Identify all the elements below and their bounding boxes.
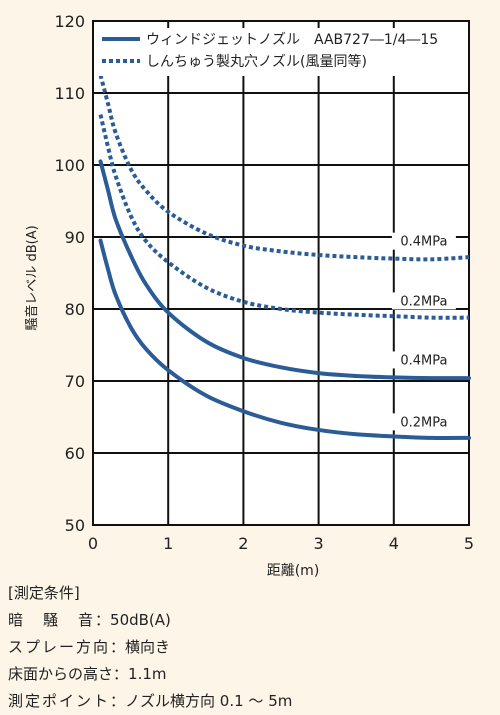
y-tick-label: 60 bbox=[65, 444, 85, 463]
series-line-wind-jet-0.4mpa bbox=[98, 159, 471, 381]
series-line-wind-jet-0.2mpa bbox=[98, 238, 471, 440]
x-tick-label: 4 bbox=[389, 534, 399, 553]
annotation-bg bbox=[391, 351, 456, 369]
y-tick-label: 100 bbox=[54, 156, 85, 175]
condition-row-height: 床面からの高さ：1.1m bbox=[8, 661, 292, 688]
x-tick-label: 2 bbox=[238, 534, 248, 553]
condition-label: 測定ポイント bbox=[8, 692, 111, 710]
annotation-bg bbox=[391, 413, 456, 431]
plot-area bbox=[93, 21, 469, 525]
x-tick-label: 5 bbox=[464, 534, 474, 553]
pressure-annotation: 0.4MPa bbox=[400, 353, 447, 368]
condition-sep: ： bbox=[110, 692, 126, 710]
x-axis-label: 距離(m) bbox=[267, 562, 320, 579]
condition-value: ノズル横方向 0.1 ～ 5m bbox=[125, 692, 293, 710]
y-tick-label: 70 bbox=[65, 372, 85, 391]
y-tick-label: 110 bbox=[54, 84, 85, 103]
noise-chart: 50 60 70 80 90 100 110 120 0 1 2 3 4 5 距離(m) 騒音レベル dB(A… bbox=[24, 12, 474, 579]
condition-value: 50dB(A) bbox=[110, 611, 171, 629]
condition-value: 横向き bbox=[125, 638, 171, 656]
x-tick-label: 1 bbox=[163, 534, 173, 553]
x-tick-label: 0 bbox=[88, 534, 98, 553]
pressure-annotation: 0.2MPa bbox=[400, 415, 447, 430]
legend-label: しんちゅう製丸穴ノズル(風量同等) bbox=[146, 53, 367, 70]
plot-frame bbox=[92, 20, 470, 526]
pressure-annotation: 0.4MPa bbox=[400, 235, 447, 250]
condition-sep: ： bbox=[110, 638, 126, 656]
annotation-bg bbox=[391, 232, 456, 250]
y-axis-label: 騒音レベル dB(A) bbox=[24, 225, 40, 330]
y-tick-label: 120 bbox=[54, 12, 85, 31]
legend-label: ウィンドジェットノズル AAB727―1/4―15 bbox=[146, 32, 438, 48]
pressure-annotation: 0.2MPa bbox=[400, 294, 447, 309]
condition-row-background-noise: 暗騒音：50dB(A) bbox=[8, 607, 292, 634]
condition-sep: ： bbox=[95, 611, 111, 629]
annotation-bg bbox=[391, 292, 456, 310]
series-line-round-hole-0.2mpa bbox=[98, 114, 470, 320]
y-tick-label: 90 bbox=[65, 228, 85, 247]
condition-label: 床面からの高さ bbox=[8, 665, 114, 683]
series-line-round-hole-0.4mpa bbox=[98, 74, 470, 262]
x-tick-label: 3 bbox=[314, 534, 324, 553]
measurement-conditions: [測定条件] 暗騒音：50dB(A) スプレー方向：横向き 床面からの高さ：1.… bbox=[8, 580, 292, 715]
y-tick-label: 50 bbox=[65, 516, 85, 535]
chart-svg: 50 60 70 80 90 100 110 120 0 1 2 3 4 5 距離(m) 騒音レベル dB(A… bbox=[24, 12, 474, 579]
condition-label: スプレー方向 bbox=[8, 638, 111, 656]
condition-label: 暗騒音 bbox=[8, 611, 114, 629]
conditions-title: [測定条件] bbox=[8, 584, 80, 602]
condition-sep: ： bbox=[113, 665, 129, 683]
condition-row-measurement-point: 測定ポイント：ノズル横方向 0.1 ～ 5m bbox=[8, 688, 292, 715]
condition-value: 1.1m bbox=[128, 665, 167, 683]
condition-row-spray-direction: スプレー方向：横向き bbox=[8, 634, 292, 661]
legend-box bbox=[98, 28, 464, 76]
y-tick-label: 80 bbox=[65, 300, 85, 319]
